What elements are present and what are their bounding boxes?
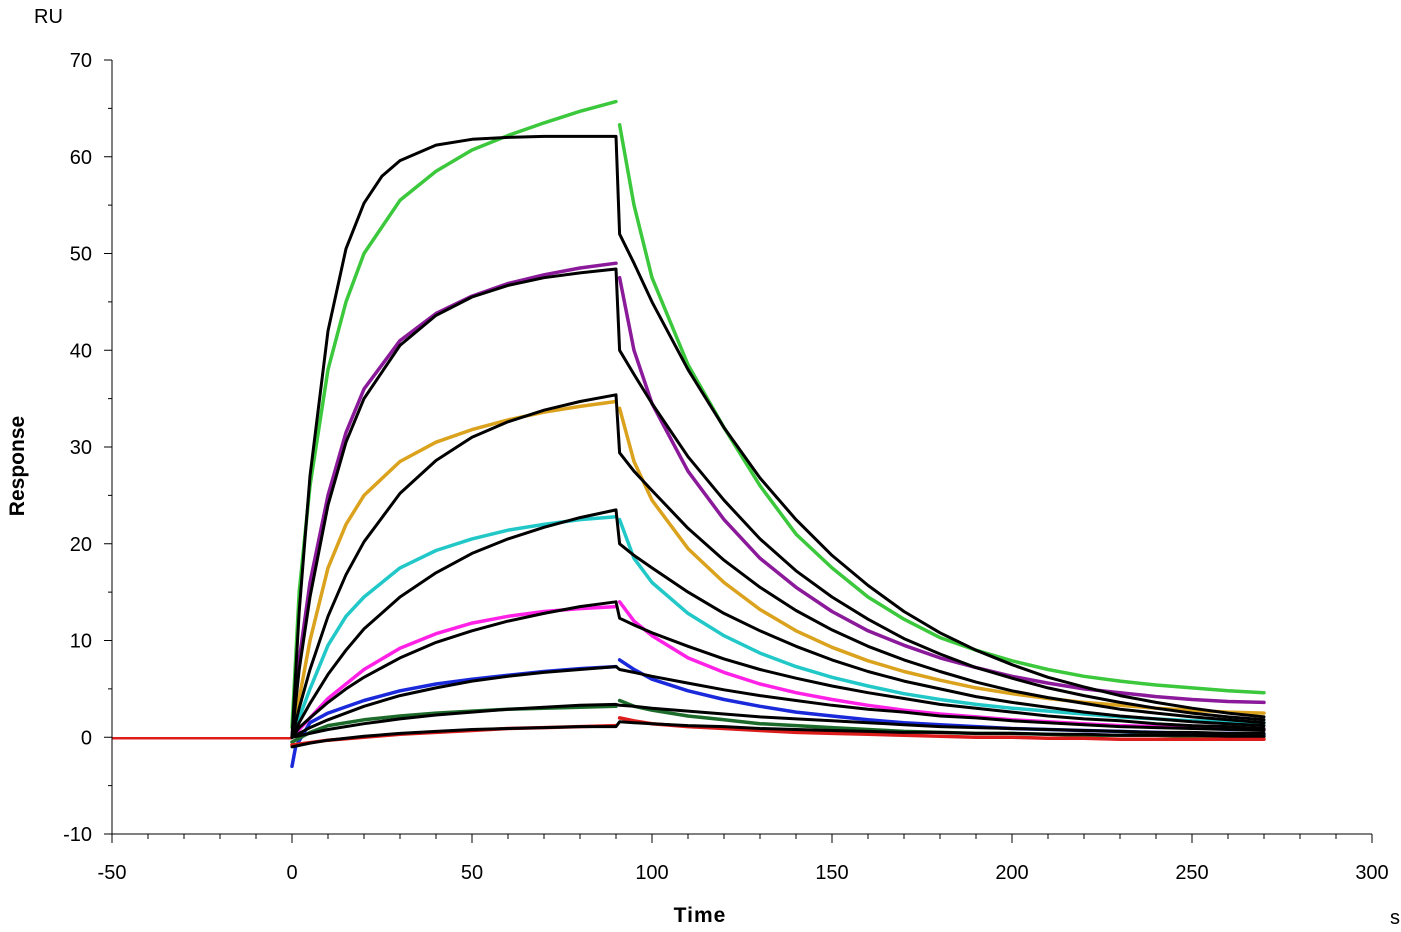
y-tick-label: 30 xyxy=(70,437,92,459)
measured-curve-association xyxy=(290,399,618,740)
measured-curve-dissociation xyxy=(617,406,1266,715)
fit-curve-association xyxy=(290,134,1266,739)
measured-curve-association xyxy=(290,704,618,744)
x-unit-label: s xyxy=(1390,907,1400,929)
y-tick-label: 70 xyxy=(70,50,92,72)
x-axis-title: Time xyxy=(674,904,727,927)
plot-series xyxy=(112,99,1266,769)
x-tick-label: 100 xyxy=(635,862,668,884)
y-tick-label: -10 xyxy=(63,824,92,846)
fit-curve-association xyxy=(290,508,1266,739)
measured-curve-dissociation xyxy=(617,517,1266,725)
x-tick-label: 0 xyxy=(286,862,297,884)
fit-curve-association xyxy=(290,720,1266,749)
axes: -10 0 10 20 30 40 50 60 70 -50 0 50 100 150 200 250 300 xyxy=(63,50,1389,884)
y-axis-title: Response xyxy=(6,416,29,516)
x-tick-label: 300 xyxy=(1355,862,1388,884)
measured-curve-association xyxy=(290,514,618,740)
fit-curve-association xyxy=(290,267,1266,739)
measured-curve-dissociation xyxy=(617,123,1266,695)
y-tick-label: 0 xyxy=(81,727,92,749)
x-tick-label: 250 xyxy=(1175,862,1208,884)
y-tick-label: 20 xyxy=(70,534,92,556)
fit-curve-association xyxy=(290,665,1266,739)
measured-curve-dissociation xyxy=(617,275,1266,705)
y-tick-label: 10 xyxy=(70,631,92,653)
x-tick-label: 150 xyxy=(815,862,848,884)
fit-curve-association xyxy=(290,393,1266,739)
fit-curve-association xyxy=(290,600,1266,739)
x-tick-label: -50 xyxy=(98,862,127,884)
y-unit-label: RU xyxy=(34,6,63,28)
y-tick-label: 40 xyxy=(70,340,92,362)
fit-curve-association xyxy=(290,702,1266,739)
x-tick-label: 50 xyxy=(461,862,483,884)
x-tick-label: 200 xyxy=(995,862,1028,884)
y-tick-label: 50 xyxy=(70,244,92,266)
measured-curve-association xyxy=(290,99,618,730)
y-tick-label: 60 xyxy=(70,147,92,169)
measured-curve-association xyxy=(290,261,618,740)
